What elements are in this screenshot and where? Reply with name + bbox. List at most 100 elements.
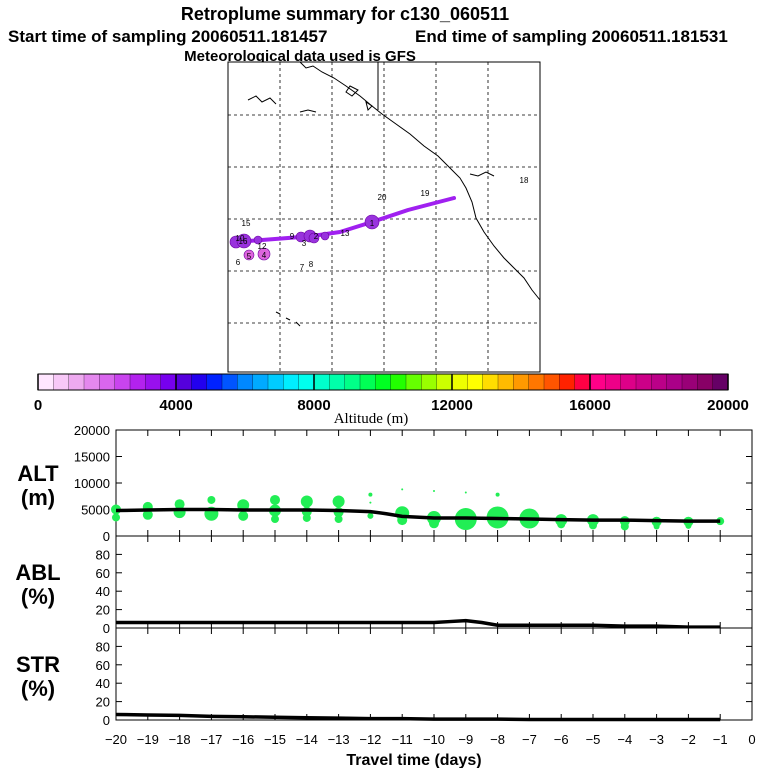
str-line — [115, 712, 721, 722]
trajectory-marker — [320, 231, 330, 241]
day-label: 15 — [242, 219, 251, 228]
colorbar-cell — [298, 373, 315, 391]
y-axis-label: ALT — [17, 461, 59, 486]
day-label: 7 — [300, 263, 305, 272]
x-tick-label: −9 — [458, 732, 473, 747]
day-label: 13 — [341, 229, 350, 238]
day-label: 10 — [236, 234, 245, 243]
altitude-point — [685, 522, 692, 529]
colorbar-cell — [559, 373, 576, 391]
start-time-label: Start time of sampling 20060511.181457 — [8, 27, 327, 46]
colorbar-cell — [359, 373, 376, 391]
colorbar-tick-label: 12000 — [431, 397, 473, 414]
day-label: 1 — [370, 219, 375, 228]
altitude-point — [112, 513, 120, 522]
y-axis-unit: (m) — [21, 485, 55, 510]
colorbar-cell — [83, 373, 100, 391]
x-tick-label: −18 — [169, 732, 191, 747]
altitude-point — [557, 520, 566, 529]
colorbar-cell — [37, 373, 54, 391]
y-tick-label: 0 — [103, 713, 110, 728]
y-tick-label: 60 — [96, 566, 110, 581]
trajectory-marker — [253, 235, 263, 245]
x-tick-label: −16 — [232, 732, 254, 747]
colorbar-cell — [68, 373, 85, 391]
day-label: 9 — [290, 232, 295, 241]
altitude-colorbar: 0 4000 8000 12000 16000 20000 Altitude (m) — [34, 373, 749, 427]
colorbar-cell — [252, 373, 269, 391]
day-label: 3 — [302, 239, 307, 248]
day-label: 6 — [236, 258, 241, 267]
day-label: 20 — [378, 193, 387, 202]
altitude-point — [334, 515, 343, 524]
colorbar-cell — [543, 373, 560, 391]
colorbar-cell — [681, 373, 698, 391]
colorbar-cell — [620, 373, 637, 391]
colorbar-cell — [191, 373, 208, 391]
y-axis-label: ABL — [15, 560, 60, 585]
y-tick-label: 20 — [96, 603, 110, 618]
y-tick-label: 20000 — [74, 423, 110, 438]
colorbar-cell — [482, 373, 499, 391]
day-label: 19 — [421, 189, 430, 198]
colorbar-cell — [313, 373, 330, 391]
day-label: 2 — [314, 232, 319, 241]
panel-alt: 0 5000 10000 15000 20000 ALT(m) — [17, 423, 753, 544]
altitude-point — [589, 521, 597, 530]
altitude-point — [302, 513, 311, 522]
altitude-point — [142, 509, 153, 520]
altitude-point — [270, 494, 280, 505]
y-tick-label: 15000 — [74, 450, 110, 465]
colorbar-cell — [436, 373, 453, 391]
x-tick-label: −11 — [392, 732, 413, 747]
colorbar-cell — [237, 373, 254, 391]
colorbar-cell — [497, 373, 514, 391]
x-tick-label: −12 — [359, 732, 381, 747]
day-label: 18 — [520, 176, 529, 185]
x-tick-label: −8 — [490, 732, 505, 747]
colorbar-cell — [513, 373, 530, 391]
altitude-point — [653, 523, 660, 530]
y-tick-label: 5000 — [81, 503, 110, 518]
x-tick-label: −17 — [200, 732, 222, 747]
y-tick-label: 40 — [96, 584, 110, 599]
colorbar-cell — [574, 373, 591, 391]
y-tick-label: 80 — [96, 639, 110, 654]
altitude-point — [368, 492, 373, 497]
colorbar-cell — [344, 373, 361, 391]
colorbar-label: Altitude (m) — [334, 411, 409, 427]
altitude-point — [207, 495, 216, 504]
x-tick-label: −7 — [522, 732, 537, 747]
colorbar-cell — [114, 373, 131, 391]
y-tick-label: 40 — [96, 676, 110, 691]
altitude-point — [464, 491, 467, 494]
altitude-point — [620, 522, 629, 531]
day-label: 4 — [262, 251, 267, 260]
colorbar-cell — [329, 373, 346, 391]
y-axis-label: STR — [16, 652, 60, 677]
y-axis-unit: (%) — [21, 584, 55, 609]
y-tick-label: 10000 — [74, 476, 110, 491]
panel-frame — [115, 627, 753, 721]
trajectory-marker — [308, 232, 320, 244]
altitude-point — [429, 518, 439, 529]
colorbar-cell — [160, 373, 177, 391]
mean-altitude-line — [115, 507, 721, 523]
altitude-point — [401, 488, 404, 491]
x-tick-label: −20 — [105, 732, 127, 747]
colorbar-tick-label: 16000 — [569, 397, 611, 414]
colorbar-cell — [405, 373, 422, 391]
colorbar-cell — [129, 373, 146, 391]
colorbar-tick-label: 4000 — [159, 397, 192, 414]
x-tick-label: −6 — [554, 732, 569, 747]
day-label: 16 — [239, 237, 248, 246]
altitude-point — [369, 501, 372, 504]
panel-frame — [115, 535, 753, 629]
altitude-point — [300, 495, 313, 508]
altitude-point — [271, 515, 279, 524]
x-tick-label: −5 — [586, 732, 601, 747]
altitude-point — [367, 512, 374, 519]
